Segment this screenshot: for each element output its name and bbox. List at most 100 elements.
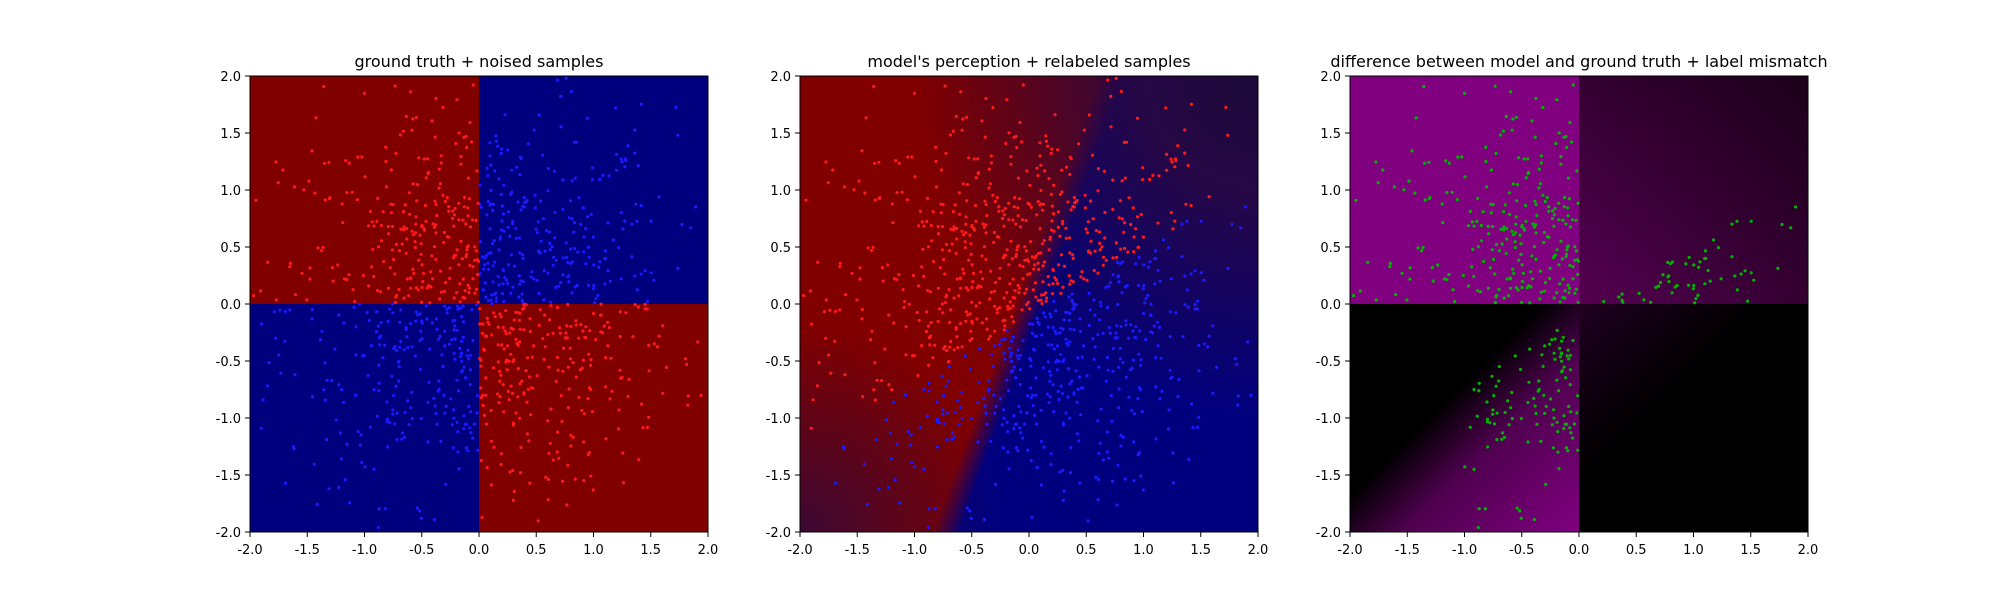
- x-tick-label: 1.5: [1740, 543, 1761, 558]
- sample-point: [1067, 274, 1071, 278]
- sample-point: [1199, 219, 1203, 223]
- sample-point: [408, 322, 413, 326]
- sample-point: [964, 115, 969, 119]
- sample-point: [1088, 308, 1092, 312]
- sample-point: [1173, 219, 1177, 223]
- sample-point: [1087, 291, 1091, 295]
- sample-point: [1562, 365, 1566, 369]
- sample-point: [489, 298, 493, 302]
- sample-point: [1489, 168, 1493, 172]
- sample-point: [984, 257, 988, 261]
- sample-point: [1476, 245, 1481, 249]
- sample-point: [1068, 416, 1072, 420]
- sample-point: [1497, 379, 1501, 383]
- sample-point: [1099, 407, 1103, 411]
- sample-point: [1186, 305, 1190, 309]
- sample-point: [929, 223, 934, 228]
- sample-point: [384, 185, 389, 189]
- sample-point: [1147, 265, 1151, 269]
- sample-point: [1559, 351, 1563, 355]
- sample-point: [1005, 98, 1009, 102]
- sample-point: [1570, 140, 1574, 144]
- sample-point: [1156, 344, 1160, 348]
- sample-point: [1026, 394, 1030, 398]
- sample-point: [1002, 224, 1006, 228]
- sample-point: [1104, 379, 1108, 383]
- sample-point: [345, 278, 349, 282]
- sample-point: [1562, 414, 1566, 418]
- sample-point: [987, 379, 991, 383]
- sample-point: [936, 286, 941, 290]
- sample-point: [1533, 199, 1537, 203]
- sample-point: [1461, 273, 1465, 278]
- sample-point: [1224, 105, 1228, 109]
- sample-point: [879, 379, 884, 383]
- sample-point: [626, 395, 630, 399]
- sample-point: [1131, 358, 1135, 362]
- sample-point: [457, 263, 461, 267]
- sample-point: [480, 515, 484, 520]
- sample-point: [649, 271, 653, 275]
- sample-point: [1562, 427, 1566, 431]
- sample-point: [573, 246, 577, 251]
- sample-point: [979, 270, 983, 274]
- sample-point: [486, 173, 490, 178]
- sample-point: [397, 359, 401, 363]
- sample-point: [645, 307, 649, 311]
- sample-point: [1567, 404, 1571, 408]
- sample-point: [857, 179, 861, 183]
- x-tick-label: 2.0: [1798, 543, 1819, 558]
- sample-point: [940, 302, 944, 306]
- sample-point: [509, 291, 513, 295]
- sample-point: [1534, 223, 1538, 227]
- sample-point: [1064, 226, 1068, 230]
- sample-point: [1061, 219, 1065, 223]
- sample-point: [1132, 479, 1136, 483]
- sample-point: [1739, 272, 1743, 276]
- sample-point: [947, 249, 952, 253]
- sample-point: [370, 220, 374, 224]
- sample-point: [1009, 351, 1013, 355]
- panel-1-region-bottom-right: [479, 304, 708, 532]
- sample-point: [974, 304, 978, 308]
- sample-point: [842, 185, 847, 189]
- sample-point: [657, 334, 661, 338]
- sample-point: [1017, 357, 1021, 361]
- sample-point: [1414, 116, 1418, 120]
- sample-point: [587, 245, 591, 249]
- sample-point: [1049, 228, 1054, 232]
- sample-point: [485, 213, 489, 217]
- sample-point: [1531, 277, 1535, 281]
- sample-point: [1467, 224, 1471, 228]
- sample-point: [572, 230, 576, 234]
- x-tick-label: 1.0: [1683, 543, 1704, 558]
- sample-point: [1470, 265, 1474, 269]
- sample-point: [1056, 148, 1060, 152]
- x-tick-label: 1.0: [583, 543, 604, 558]
- sample-point: [1481, 210, 1485, 214]
- sample-point: [414, 310, 418, 314]
- sample-point: [1084, 227, 1088, 231]
- sample-point: [1115, 255, 1119, 260]
- x-tick-label: 1.5: [640, 543, 661, 558]
- sample-point: [1149, 302, 1153, 306]
- sample-point: [581, 329, 585, 333]
- sample-point: [537, 291, 541, 295]
- sample-point: [1053, 276, 1057, 280]
- sample-point: [566, 303, 570, 307]
- sample-point: [467, 357, 471, 361]
- sample-point: [422, 157, 426, 161]
- sample-point: [333, 347, 337, 351]
- sample-point: [566, 365, 571, 369]
- sample-point: [941, 257, 946, 262]
- sample-point: [518, 282, 522, 286]
- sample-point: [985, 327, 989, 331]
- sample-point: [1550, 216, 1555, 221]
- sample-point: [1049, 452, 1053, 456]
- sample-point: [1187, 458, 1191, 462]
- sample-point: [1066, 367, 1070, 371]
- sample-point: [966, 288, 970, 292]
- sample-point: [993, 199, 997, 204]
- sample-point: [567, 387, 571, 391]
- sample-point: [932, 259, 936, 264]
